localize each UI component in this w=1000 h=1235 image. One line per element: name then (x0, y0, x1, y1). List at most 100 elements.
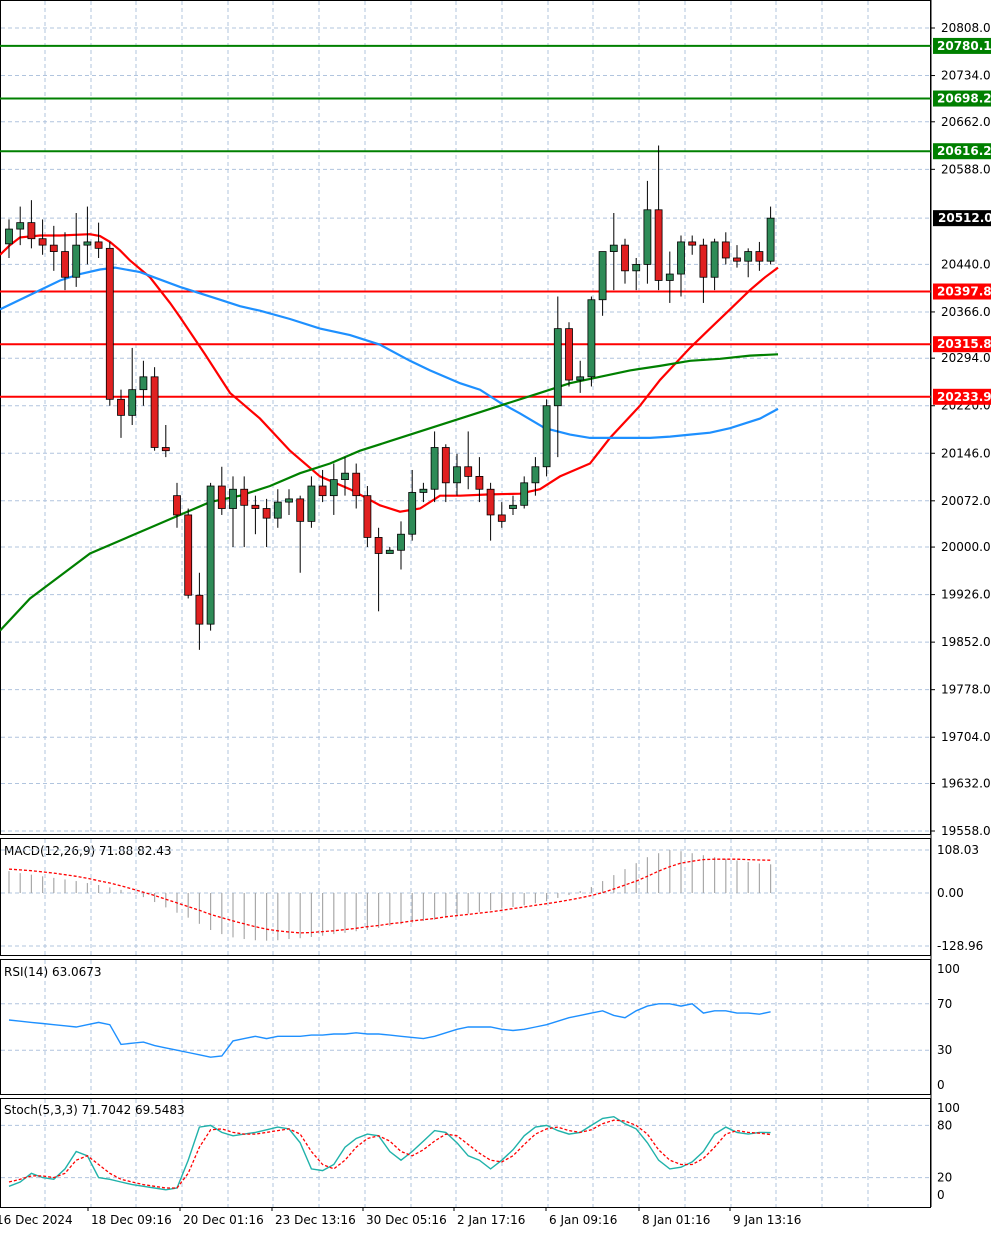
candle-body (643, 209, 652, 265)
candle (721, 232, 730, 265)
price-tick-label: 20808.0 (941, 21, 991, 35)
price-tick-label: 19852.0 (941, 635, 991, 649)
candle-body (16, 222, 25, 230)
candle-body (105, 247, 114, 400)
candle (419, 482, 428, 503)
price-tick-label: 20000.0 (941, 540, 991, 554)
candle (621, 238, 629, 284)
candle-body (609, 244, 618, 252)
candle (677, 235, 685, 297)
candle-body (733, 257, 741, 262)
time-label: 6 Jan 09:16 (549, 1213, 617, 1227)
level-tag (933, 283, 991, 300)
current-price-label: 20512.0 (938, 211, 993, 225)
price-tick-label: 20072.0 (941, 494, 991, 508)
price-tick-label: 19558.0 (941, 824, 991, 838)
candle-body (329, 479, 338, 497)
candle (352, 463, 361, 509)
rsi-tick-label: 0 (937, 1078, 945, 1092)
candle (296, 495, 305, 573)
level-tag (933, 90, 991, 107)
candle-body (27, 222, 36, 240)
candle (520, 476, 529, 509)
macd-panel: MACD(12,26,9) 71.88 82.43 108.03 0.00 -128… (1, 843, 983, 953)
candle-body (430, 447, 439, 490)
candle (531, 457, 540, 496)
candle-body (744, 251, 753, 262)
level-label: 20780.1 (937, 39, 992, 53)
moving-average-line (0, 266, 779, 439)
candle (139, 360, 148, 406)
price-tick-label: 19704.0 (941, 730, 991, 744)
candle-body (229, 488, 237, 509)
candle-body (721, 241, 730, 259)
candle (475, 457, 484, 503)
stoch-panel: Stoch(5,3,3) 71.7042 69.5483 100 80 20 0 (1, 1101, 960, 1202)
candle (128, 347, 137, 426)
price-axis: 20808.0 20734.0 20662.0 20588.0 20366.0 20294… (930, 0, 993, 1207)
candle (117, 389, 125, 438)
candle (184, 508, 193, 599)
candle (766, 206, 775, 265)
price-tick-label: 20146.0 (941, 446, 991, 460)
candle-body (576, 376, 585, 381)
candle (441, 444, 450, 503)
candle-body (632, 264, 641, 272)
price-tick-label: 19926.0 (941, 588, 991, 602)
candle-body (61, 251, 69, 278)
candle (72, 213, 81, 287)
candle-body (654, 209, 663, 281)
candle (497, 502, 506, 528)
candle-body (184, 514, 193, 596)
candle (374, 527, 383, 612)
candle (329, 463, 338, 515)
candle (341, 457, 349, 496)
price-tick-label: 20662.0 (941, 115, 991, 129)
candle (576, 360, 585, 393)
price-tick-label: 19778.0 (941, 683, 991, 697)
candle (755, 241, 764, 271)
candle (285, 489, 293, 515)
candle-body (5, 228, 13, 245)
price-tick-label: 19632.0 (941, 776, 991, 790)
candle-body (542, 405, 551, 468)
time-label: 9 Jan 13:16 (733, 1213, 801, 1227)
level-tag (933, 37, 991, 54)
candle (206, 482, 215, 631)
stoch-main-line (8, 1115, 771, 1191)
candle-body (520, 482, 529, 506)
candle-body (117, 398, 125, 416)
candle (598, 251, 607, 316)
candle-body (150, 376, 159, 448)
candle (710, 238, 719, 291)
candle-body (497, 514, 506, 522)
candle-body (307, 485, 316, 522)
time-label: 16 Dec 2024 (0, 1213, 73, 1227)
grid (0, 0, 931, 1208)
candle-body (128, 389, 137, 416)
candle (486, 482, 495, 541)
candle (5, 219, 13, 258)
candle (643, 180, 652, 284)
candle (565, 322, 573, 387)
candle-body (710, 241, 719, 278)
candle-body (441, 447, 450, 484)
rsi-tick-label: 100 (937, 962, 960, 976)
candle (61, 232, 69, 291)
price-tick-label: 20294.0 (941, 351, 991, 365)
candle-body (408, 492, 417, 535)
candle-body (374, 537, 383, 554)
time-label: 30 Dec 05:16 (366, 1213, 447, 1227)
price-panel: 20808.0 20734.0 20662.0 20588.0 20366.0 20294… (0, 0, 993, 1207)
rsi-tick-label: 70 (937, 997, 952, 1011)
candle (161, 425, 170, 458)
candles (5, 145, 775, 650)
time-label: 8 Jan 01:16 (642, 1213, 710, 1227)
candle-body (262, 508, 271, 519)
candle-body (296, 498, 305, 522)
candle (94, 222, 103, 258)
candle (27, 200, 36, 249)
level-label: 20698.2 (937, 92, 992, 106)
candle (363, 486, 372, 548)
